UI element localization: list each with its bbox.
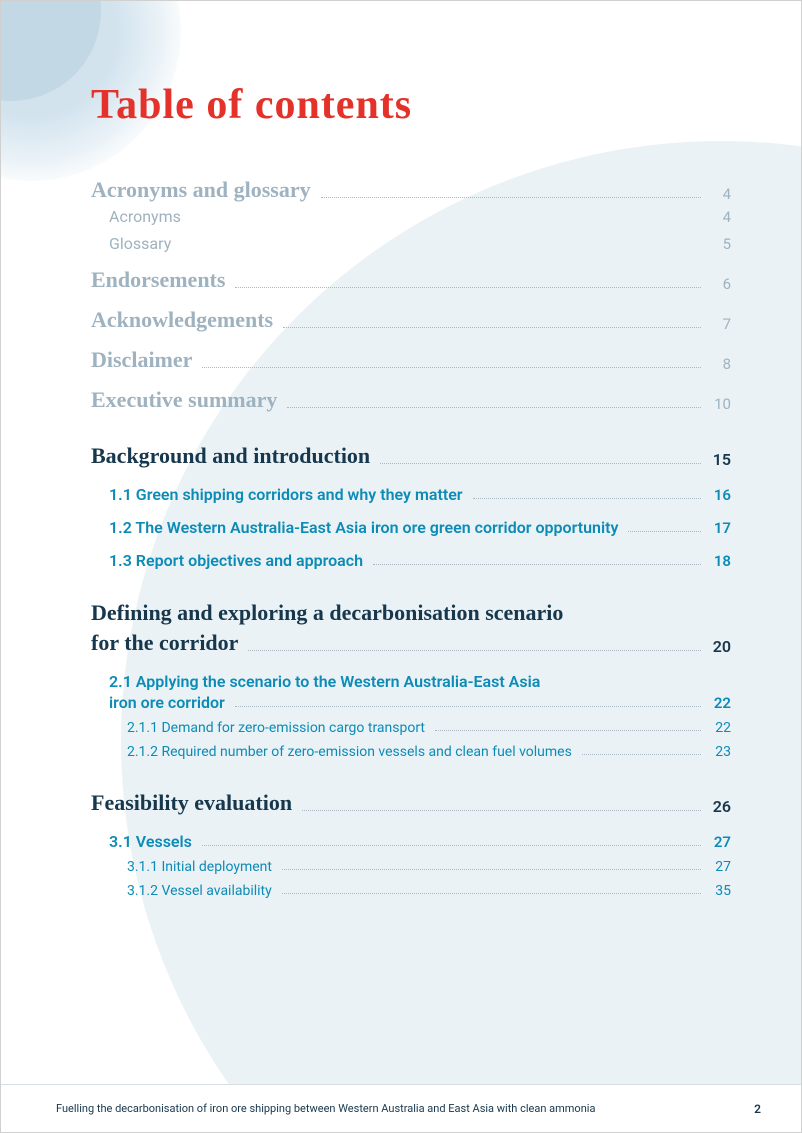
toc-page: 22: [705, 694, 731, 712]
toc-sub-glossary: Glossary 5: [91, 234, 731, 253]
toc-heading: Defining and exploring a decarbonisation…: [91, 600, 731, 656]
dot-leader: [473, 498, 701, 499]
dot-leader: [283, 327, 701, 328]
toc-page: 4: [705, 208, 731, 226]
toc-subsub: 2.1.2 Required number of zero-emission v…: [91, 744, 731, 760]
page-title: Table of contents: [91, 81, 731, 129]
footer-page-number: 2: [754, 1102, 761, 1116]
toc-page: 27: [705, 833, 731, 851]
toc-page: 15: [705, 450, 731, 469]
toc-heading-endorsements: Endorsements 6: [91, 267, 731, 293]
toc-page: 17: [705, 519, 731, 537]
dot-leader: [202, 845, 701, 846]
toc-sub: 2.1 Applying the scenario to the Western…: [91, 672, 731, 712]
toc-sub: 1.3 Report objectives and approach 18: [91, 551, 731, 570]
page: Table of contents Acronyms and glossary …: [0, 0, 802, 1133]
toc-label: 3.1.2 Vessel availability: [91, 883, 278, 899]
toc-label: Disclaimer: [91, 347, 198, 373]
toc-page: 6: [705, 275, 731, 293]
toc-label: 2.1.2 Required number of zero-emission v…: [91, 744, 578, 760]
toc-label: 1.1 Green shipping corridors and why the…: [91, 485, 469, 504]
toc-heading: Feasibility evaluation 26: [91, 790, 731, 816]
toc-heading-disclaimer: Disclaimer 8: [91, 347, 731, 373]
toc-label: Endorsements: [91, 267, 231, 293]
toc-page: 10: [705, 395, 731, 413]
toc-subsub: 3.1.1 Initial deployment 27: [91, 859, 731, 875]
toc-section-background: Background and introduction 15 1.1 Green…: [91, 443, 731, 570]
toc-page: 27: [705, 859, 731, 875]
toc-page: 23: [705, 744, 731, 760]
toc-label-line2: iron ore corridor: [91, 693, 231, 712]
dot-leader: [282, 869, 701, 870]
toc-heading-acknowledgements: Acknowledgements 7: [91, 307, 731, 333]
dot-leader: [628, 531, 701, 532]
toc-page: 22: [705, 720, 731, 736]
toc-label: Glossary: [91, 234, 177, 253]
footer-text: Fuelling the decarbonisation of iron ore…: [56, 1102, 595, 1115]
toc-label: Executive summary: [91, 387, 283, 413]
dot-leader: [321, 197, 701, 198]
toc-page: 4: [705, 185, 731, 203]
dot-leader: [282, 893, 701, 894]
toc-page: 8: [705, 355, 731, 373]
toc-sub-acronyms: Acronyms 4: [91, 207, 731, 226]
toc-label: 3.1 Vessels: [91, 832, 198, 851]
toc-label: Feasibility evaluation: [91, 790, 298, 816]
dot-leader: [235, 287, 701, 288]
dot-leader: [373, 564, 701, 565]
toc-heading-executive-summary: Executive summary 10: [91, 387, 731, 413]
toc-page: 7: [705, 315, 731, 333]
dot-leader: [435, 730, 701, 731]
dot-leader: [380, 463, 701, 464]
toc-label: 1.2 The Western Australia-East Asia iron…: [91, 518, 624, 537]
toc-sub: 1.1 Green shipping corridors and why the…: [91, 485, 731, 504]
toc-label: Acronyms: [91, 207, 187, 226]
toc-page: 5: [705, 235, 731, 253]
toc-sub: 3.1 Vessels 27: [91, 832, 731, 851]
toc-sub-row2: iron ore corridor 22: [91, 693, 731, 712]
dot-leader: [202, 367, 701, 368]
toc-page: 35: [705, 883, 731, 899]
dot-leader: [248, 650, 701, 651]
toc-page: 20: [705, 637, 731, 656]
toc-label-line1: Defining and exploring a decarbonisation…: [91, 600, 731, 626]
toc-label: 1.3 Report objectives and approach: [91, 551, 369, 570]
toc-label-line2: for the corridor: [91, 630, 244, 656]
toc-label: Acronyms and glossary: [91, 177, 317, 203]
content-area: Table of contents Acronyms and glossary …: [1, 1, 801, 899]
toc-heading-row2: for the corridor 20: [91, 630, 731, 656]
toc-label: 3.1.1 Initial deployment: [91, 859, 278, 875]
toc-page: 18: [705, 552, 731, 570]
toc-label-line1: 2.1 Applying the scenario to the Western…: [91, 672, 731, 691]
toc-page: 26: [705, 797, 731, 816]
toc-sub: 1.2 The Western Australia-East Asia iron…: [91, 518, 731, 537]
dot-leader: [287, 407, 701, 408]
toc-subsub: 2.1.1 Demand for zero-emission cargo tra…: [91, 720, 731, 736]
dot-leader: [302, 810, 701, 811]
toc-section-feasibility: Feasibility evaluation 26 3.1 Vessels 27…: [91, 790, 731, 899]
toc-label: Background and introduction: [91, 443, 376, 469]
dot-leader: [582, 754, 701, 755]
toc-subsub: 3.1.2 Vessel availability 35: [91, 883, 731, 899]
toc-label: 2.1.1 Demand for zero-emission cargo tra…: [91, 720, 431, 736]
page-footer: Fuelling the decarbonisation of iron ore…: [1, 1084, 801, 1132]
table-of-contents: Acronyms and glossary 4 Acronyms 4 Gloss…: [91, 177, 731, 899]
toc-section-defining: Defining and exploring a decarbonisation…: [91, 600, 731, 760]
toc-label: Acknowledgements: [91, 307, 279, 333]
dot-leader: [235, 706, 701, 707]
toc-heading: Background and introduction 15: [91, 443, 731, 469]
toc-heading-acronyms-glossary: Acronyms and glossary 4: [91, 177, 731, 203]
toc-page: 16: [705, 486, 731, 504]
